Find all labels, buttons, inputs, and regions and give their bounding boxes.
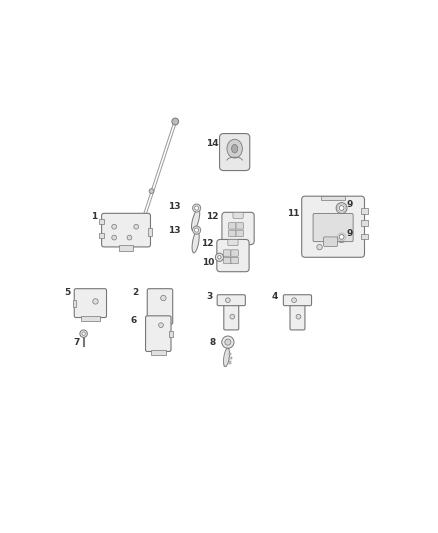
FancyBboxPatch shape xyxy=(231,257,238,264)
Circle shape xyxy=(112,224,117,229)
FancyBboxPatch shape xyxy=(145,316,171,351)
FancyBboxPatch shape xyxy=(223,250,231,256)
Circle shape xyxy=(336,231,347,243)
FancyBboxPatch shape xyxy=(290,299,305,330)
Ellipse shape xyxy=(223,348,230,367)
Text: 10: 10 xyxy=(202,258,215,267)
Text: 9: 9 xyxy=(346,200,353,209)
Circle shape xyxy=(292,298,297,303)
Bar xyxy=(321,196,345,199)
Bar xyxy=(229,361,231,364)
FancyBboxPatch shape xyxy=(147,289,173,324)
Circle shape xyxy=(80,330,87,337)
Circle shape xyxy=(226,298,230,303)
Text: 12: 12 xyxy=(206,212,218,221)
Bar xyxy=(170,331,173,337)
FancyBboxPatch shape xyxy=(219,134,250,171)
Bar xyxy=(229,358,232,359)
Circle shape xyxy=(193,226,201,234)
FancyBboxPatch shape xyxy=(302,196,364,257)
Text: 9: 9 xyxy=(346,229,353,238)
FancyBboxPatch shape xyxy=(223,257,231,264)
Text: 8: 8 xyxy=(209,337,215,346)
Circle shape xyxy=(82,332,85,335)
Bar xyxy=(361,208,368,214)
Text: 12: 12 xyxy=(201,239,213,248)
Text: 13: 13 xyxy=(168,202,180,211)
Ellipse shape xyxy=(232,144,238,153)
FancyBboxPatch shape xyxy=(324,237,338,246)
Bar xyxy=(151,350,166,354)
FancyBboxPatch shape xyxy=(236,230,244,237)
Circle shape xyxy=(339,235,344,239)
FancyBboxPatch shape xyxy=(217,295,245,305)
Bar xyxy=(119,245,133,251)
FancyBboxPatch shape xyxy=(233,212,243,219)
Circle shape xyxy=(230,314,235,319)
Bar xyxy=(361,220,368,225)
Circle shape xyxy=(194,206,199,210)
Ellipse shape xyxy=(191,209,200,231)
Circle shape xyxy=(112,235,117,240)
FancyBboxPatch shape xyxy=(222,212,254,245)
Text: 7: 7 xyxy=(73,337,79,346)
FancyBboxPatch shape xyxy=(74,289,106,318)
Circle shape xyxy=(215,253,223,261)
Circle shape xyxy=(222,336,234,348)
Circle shape xyxy=(336,203,347,214)
Circle shape xyxy=(317,245,322,250)
Ellipse shape xyxy=(227,139,242,158)
Circle shape xyxy=(225,339,231,345)
FancyBboxPatch shape xyxy=(102,213,151,247)
FancyBboxPatch shape xyxy=(229,223,236,229)
FancyBboxPatch shape xyxy=(217,239,249,272)
Text: 3: 3 xyxy=(206,292,212,301)
Text: 11: 11 xyxy=(287,208,300,217)
Circle shape xyxy=(296,314,301,319)
Bar xyxy=(152,322,167,327)
Circle shape xyxy=(193,204,201,212)
Circle shape xyxy=(149,189,154,193)
Circle shape xyxy=(134,224,138,229)
Bar xyxy=(361,234,368,239)
Circle shape xyxy=(194,228,199,232)
Circle shape xyxy=(218,256,221,259)
FancyBboxPatch shape xyxy=(313,214,353,241)
Text: 2: 2 xyxy=(132,288,139,297)
FancyBboxPatch shape xyxy=(229,230,236,237)
Circle shape xyxy=(93,298,98,304)
Text: 5: 5 xyxy=(64,288,71,297)
Bar xyxy=(81,316,100,321)
Circle shape xyxy=(172,118,179,125)
Circle shape xyxy=(339,206,344,211)
Bar xyxy=(99,219,104,224)
Text: 1: 1 xyxy=(91,212,97,221)
Text: 6: 6 xyxy=(131,316,137,325)
Bar xyxy=(148,228,152,236)
FancyBboxPatch shape xyxy=(228,239,238,246)
Circle shape xyxy=(159,323,163,328)
Circle shape xyxy=(161,295,166,301)
Bar xyxy=(229,353,231,355)
FancyBboxPatch shape xyxy=(283,295,311,305)
FancyBboxPatch shape xyxy=(224,299,239,330)
Circle shape xyxy=(127,235,132,240)
Text: 14: 14 xyxy=(205,139,218,148)
Bar xyxy=(99,232,104,238)
Text: 4: 4 xyxy=(272,292,278,301)
FancyBboxPatch shape xyxy=(231,250,238,256)
Bar xyxy=(73,300,76,306)
Ellipse shape xyxy=(192,231,199,253)
FancyBboxPatch shape xyxy=(236,223,244,229)
Text: 13: 13 xyxy=(168,225,180,235)
